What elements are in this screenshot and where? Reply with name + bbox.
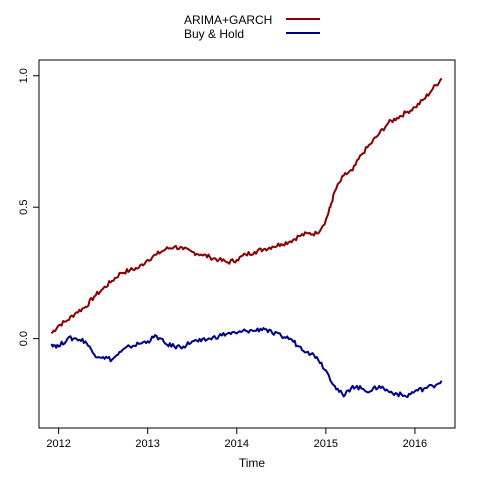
x-tick-label-0: 2012 [46,438,70,450]
legend-label-buy-and-hold: Buy & Hold [184,27,244,41]
y-tick-label-1: 0.5 [18,200,30,215]
plot-frame [38,59,456,429]
legend: ARIMA+GARCH Buy & Hold [184,13,320,41]
y-axis: 0.0 0.5 1.0 [18,68,39,346]
x-tick-label-3: 2015 [314,438,338,450]
x-axis-title: Time [239,456,266,470]
legend-label-arima-garch: ARIMA+GARCH [184,13,272,27]
series-line-arima-garch [50,77,443,335]
x-tick-label-1: 2013 [135,438,159,450]
y-tick-label-0: 0.0 [18,331,30,346]
x-axis: 2012 2013 2014 2015 2016 [46,428,427,450]
series-line-buy-and-hold [50,327,443,399]
x-tick-label-2: 2014 [225,438,249,450]
y-tick-label-2: 1.0 [18,68,30,83]
series-layer [50,77,443,399]
x-tick-label-4: 2016 [403,438,427,450]
